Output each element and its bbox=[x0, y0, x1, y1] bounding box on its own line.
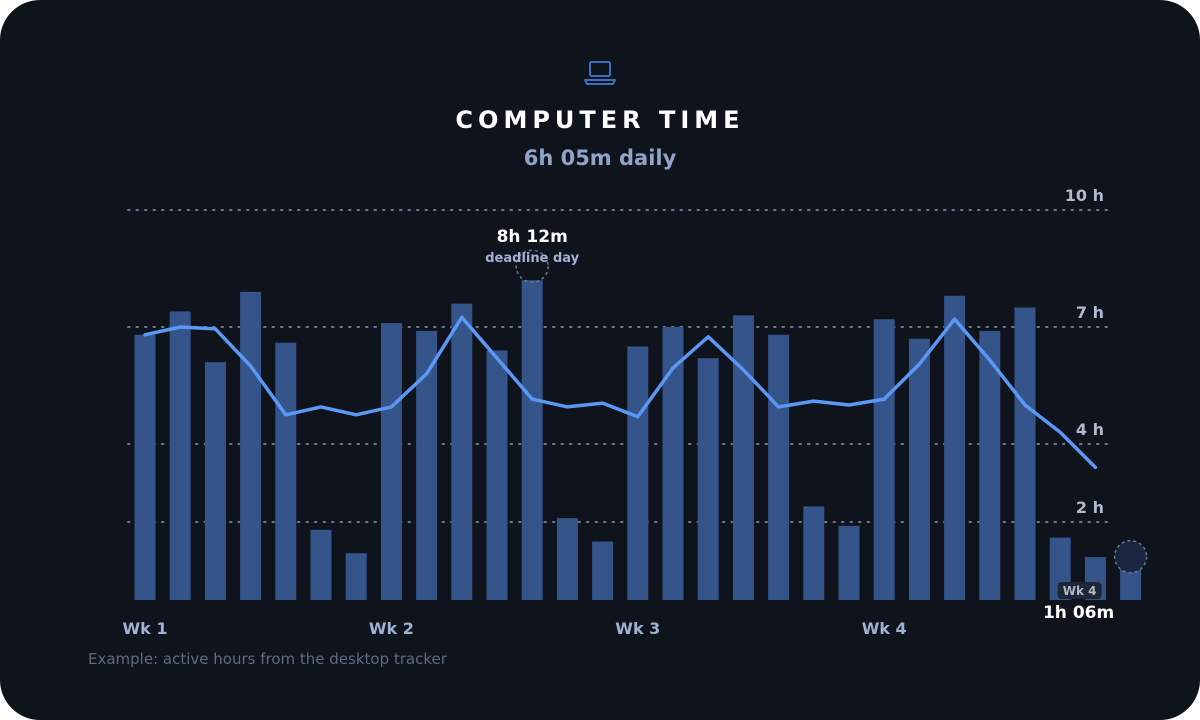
bar bbox=[310, 529, 332, 600]
week-tag-bg bbox=[1057, 582, 1102, 599]
bar bbox=[662, 327, 684, 600]
bar bbox=[908, 338, 930, 600]
peak-marker bbox=[515, 249, 549, 283]
bar bbox=[416, 330, 438, 600]
current-day-value: 1h 06m bbox=[1043, 603, 1114, 623]
x-tick-label: Wk 1 bbox=[123, 619, 168, 638]
x-axis-labels: Wk 1 Wk 2 Wk 3 Wk 4 bbox=[123, 619, 907, 638]
bar bbox=[451, 303, 473, 600]
x-tick-label: Wk 4 bbox=[862, 619, 907, 638]
week-tag: Wk 4 bbox=[1063, 584, 1097, 598]
trend-line bbox=[143, 315, 1098, 470]
bar bbox=[169, 311, 191, 600]
x-tick-label: Wk 2 bbox=[369, 619, 414, 638]
x-tick-label: Wk 3 bbox=[615, 619, 660, 638]
bar-series bbox=[134, 280, 1106, 600]
bar bbox=[204, 362, 226, 600]
bar bbox=[768, 334, 790, 600]
bar bbox=[134, 334, 156, 600]
bar bbox=[1014, 307, 1036, 600]
chart-subtitle: 6h 05m daily bbox=[524, 146, 677, 170]
bar bbox=[556, 518, 578, 600]
bar bbox=[838, 525, 860, 600]
current-day-marker bbox=[1113, 539, 1148, 574]
peak-caption: deadline day bbox=[485, 251, 579, 266]
bar bbox=[521, 280, 543, 600]
y-tick-label: 4 h bbox=[1076, 420, 1104, 439]
bar bbox=[979, 330, 1001, 600]
bar bbox=[697, 358, 719, 600]
bar bbox=[380, 323, 402, 600]
y-tick-label: 2 h bbox=[1076, 498, 1104, 517]
footnote: Example: active hours from the desktop t… bbox=[88, 650, 448, 668]
bar bbox=[627, 346, 649, 600]
peak-value-label: 8h 12m bbox=[497, 227, 568, 247]
bar bbox=[345, 553, 367, 600]
y-tick-label: 7 h bbox=[1076, 303, 1104, 322]
bar bbox=[803, 506, 825, 600]
y-tick-label: 10 h bbox=[1065, 186, 1104, 205]
line-series bbox=[143, 315, 1098, 470]
y-axis-labels: 2 h 4 h 7 h 10 h bbox=[1065, 186, 1104, 517]
laptop-icon bbox=[584, 61, 616, 85]
bar bbox=[944, 295, 966, 600]
bar bbox=[240, 291, 262, 600]
bar bbox=[275, 342, 297, 600]
chart-title: COMPUTER TIME bbox=[455, 106, 744, 134]
bar bbox=[486, 350, 508, 600]
current-day-bar bbox=[1120, 566, 1142, 600]
bar bbox=[873, 319, 895, 600]
bar bbox=[592, 541, 614, 600]
bar bbox=[732, 315, 754, 600]
annotations: 8h 12m deadline day Wk 4 1h 06m bbox=[485, 227, 1148, 623]
